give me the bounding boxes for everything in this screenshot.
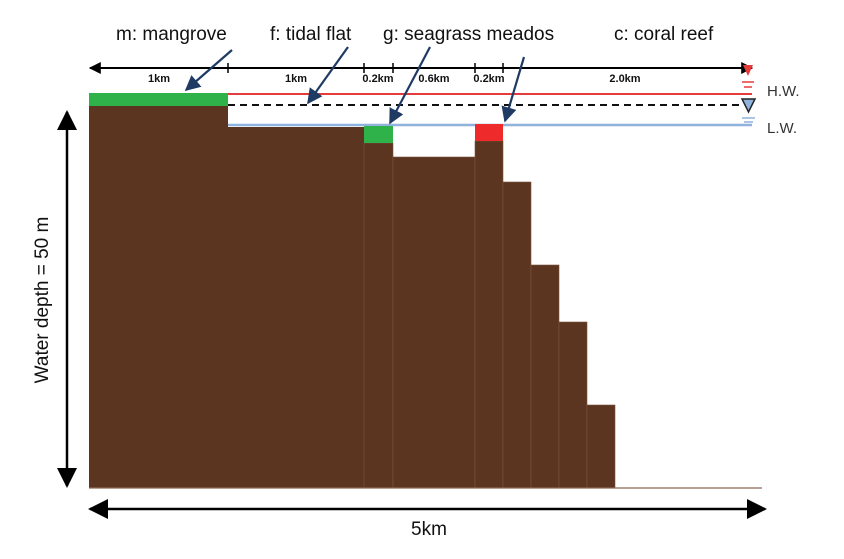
seabed-slope-step: [586, 404, 616, 489]
seabed-slope-step: [530, 264, 560, 489]
water-depth-label: Water depth = 50 m: [32, 217, 53, 384]
width-label: 5km: [411, 519, 447, 540]
mangrove-patch: [89, 93, 228, 106]
segment-label: 0.6km: [418, 73, 449, 85]
seabed-tidal-flat-zone: [228, 127, 364, 488]
high-water-label: H.W.: [767, 83, 800, 100]
mangrove-pointer-arrow: [184, 49, 233, 92]
mangrove-label: m: mangrove: [116, 24, 227, 45]
coral-reef-patch: [475, 124, 503, 141]
coral-reef-label: c: coral reef: [614, 24, 714, 45]
seabed-lagoon-zone: [392, 156, 476, 489]
tidal-flat-label: f: tidal flat: [270, 24, 352, 45]
seabed-slope-step: [502, 181, 532, 489]
segment-label: 0.2km: [362, 73, 393, 85]
segment-label: 1km: [285, 73, 307, 85]
seagrass-label: g: seagrass meados: [383, 24, 554, 45]
mean-water-symbol-icon: [740, 98, 757, 123]
high-water-symbol-icon: [742, 65, 754, 88]
seabed-profile: [89, 106, 762, 489]
seagrass-patch: [364, 126, 393, 143]
seabed-seagrass-zone: [363, 142, 394, 489]
segment-label: 0.2km: [473, 73, 504, 85]
segment-label: 1km: [148, 73, 170, 85]
seabed-slope-step: [558, 321, 588, 489]
segment-label: 2.0km: [609, 73, 640, 85]
seabed-coral-reef-zone: [474, 140, 504, 489]
tidal-flat-pointer-arrow: [307, 46, 349, 105]
seabed-mangrove-zone: [89, 106, 228, 488]
coral-reef-pointer-arrow: [501, 56, 526, 123]
low-water-label: L.W.: [767, 120, 797, 137]
segment-dimension-line: [88, 62, 754, 74]
seagrass-pointer-arrow: [389, 46, 431, 125]
